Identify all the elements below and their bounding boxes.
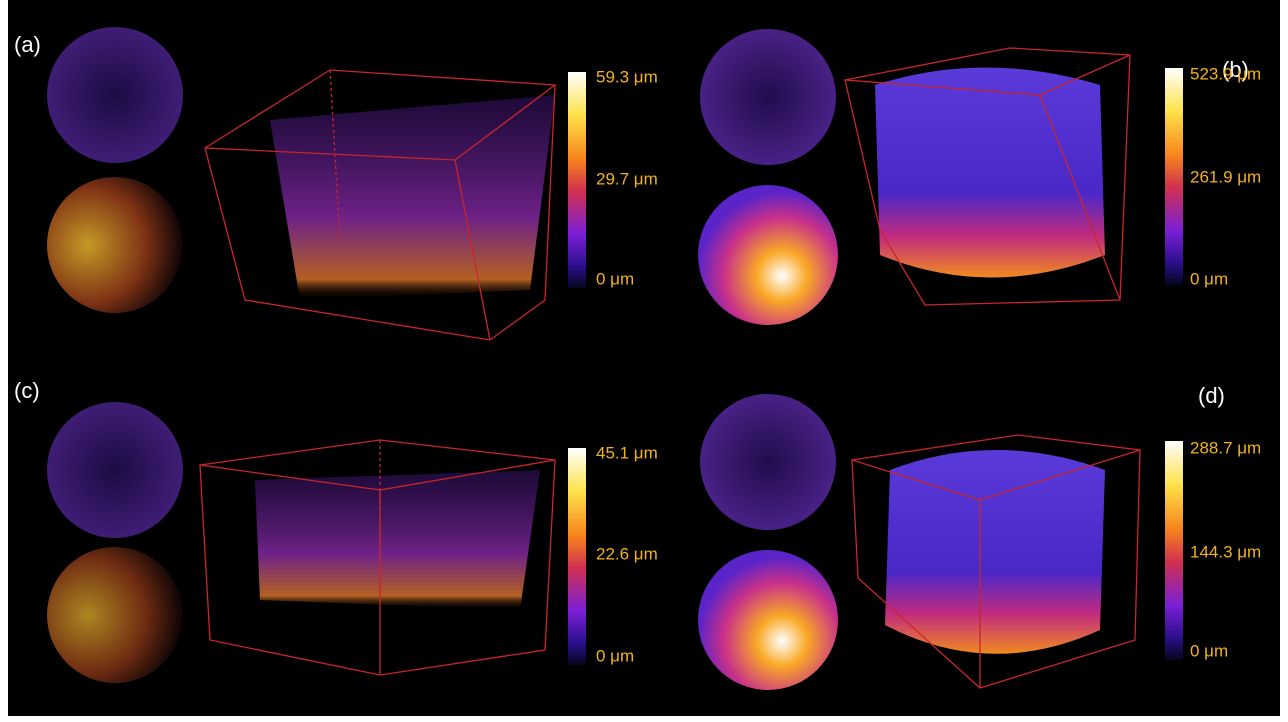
colorbar-label: 0 μm: [1190, 269, 1228, 288]
colorbar: [568, 72, 586, 288]
colorbar-label: 144.3 μm: [1190, 542, 1261, 561]
colorbar-label: 523.9 μm: [1190, 64, 1261, 83]
panel-label: (d): [1198, 383, 1225, 408]
colorbar: [1165, 68, 1183, 285]
colorbar-label: 22.6 μm: [596, 544, 658, 563]
colorbar-label: 0 μm: [596, 269, 634, 288]
figure: (a) (b) (c) (d) 59.3 μm 29.7 μm 0 μm 523…: [0, 0, 1288, 722]
panel-label: (a): [14, 32, 41, 57]
colorbar-label: 261.9 μm: [1190, 167, 1261, 186]
colorbar-label: 0 μm: [596, 646, 634, 665]
colorbar: [568, 448, 586, 665]
colorbar-label: 59.3 μm: [596, 67, 658, 86]
colorbar: [1165, 441, 1183, 660]
panel-label: (c): [14, 378, 40, 403]
colorbar-label: 29.7 μm: [596, 169, 658, 188]
colorbar-label: 0 μm: [1190, 641, 1228, 660]
colorbar-label: 45.1 μm: [596, 443, 658, 462]
colorbar-label: 288.7 μm: [1190, 438, 1261, 457]
page: (a) (b) (c) (d) 59.3 μm 29.7 μm 0 μm 523…: [0, 0, 1288, 722]
